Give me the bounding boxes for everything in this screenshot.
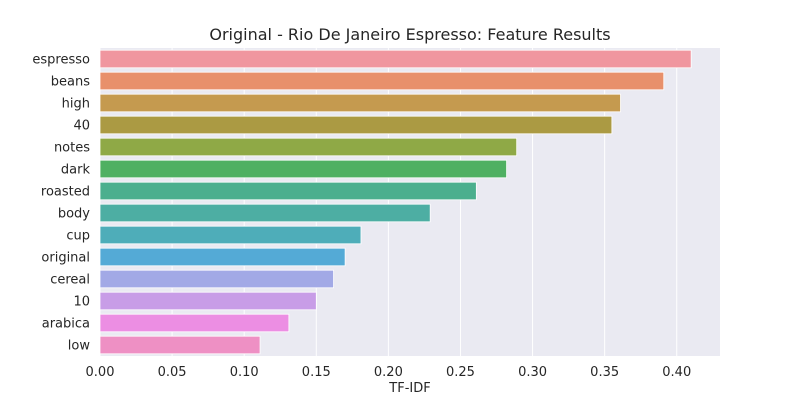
y-tick-label: 40: [73, 119, 90, 134]
x-tick-label: 0.10: [230, 365, 259, 380]
y-tick-label: cereal: [50, 273, 90, 288]
bar-espresso: [99, 49, 692, 69]
x-tick-label: 0.20: [374, 365, 403, 380]
bar-10: [99, 291, 317, 311]
bar-beans: [99, 71, 665, 91]
bar-arabica: [99, 313, 290, 333]
bar-body: [99, 203, 431, 223]
bar-original: [99, 247, 346, 267]
x-tick-labels: 0.00 0.05 0.10 0.15 0.20 0.25 0.30 0.35 0.40: [86, 365, 692, 380]
y-tick-label: cup: [66, 229, 90, 244]
x-tick-label: 0.30: [518, 365, 547, 380]
y-tick-label: original: [41, 251, 90, 266]
x-tick-label: 0.15: [302, 365, 331, 380]
bar-roasted: [99, 181, 477, 201]
y-tick-label: body: [58, 207, 90, 222]
bar-40: [99, 115, 613, 135]
x-axis-label: TF-IDF: [388, 381, 430, 396]
y-tick-label: beans: [51, 75, 90, 90]
bar-high: [99, 93, 621, 113]
bar-low: [99, 335, 261, 355]
y-tick-label: arabica: [42, 317, 90, 332]
y-tick-label: dark: [61, 163, 91, 178]
x-tick-label: 0.25: [446, 365, 475, 380]
x-tick-label: 0.35: [590, 365, 619, 380]
y-tick-label: low: [68, 339, 91, 354]
bar-notes: [99, 137, 518, 157]
bar-cereal: [99, 269, 334, 289]
x-tick-label: 0.40: [662, 365, 691, 380]
y-tick-labels: espresso beans high 40 notes dark roasted body c…: [32, 53, 90, 354]
chart-title: Original - Rio De Janeiro Espresso: Feat…: [209, 25, 610, 44]
y-tick-label: notes: [54, 141, 90, 156]
y-tick-label: espresso: [32, 53, 90, 68]
x-tick-label: 0.05: [158, 365, 187, 380]
bars: [99, 49, 692, 355]
bar-dark: [99, 159, 508, 179]
y-tick-label: roasted: [41, 185, 90, 200]
x-tick-label: 0.00: [86, 365, 115, 380]
y-tick-label: high: [62, 97, 90, 112]
bar-cup: [99, 225, 362, 245]
y-tick-label: 10: [73, 295, 90, 310]
